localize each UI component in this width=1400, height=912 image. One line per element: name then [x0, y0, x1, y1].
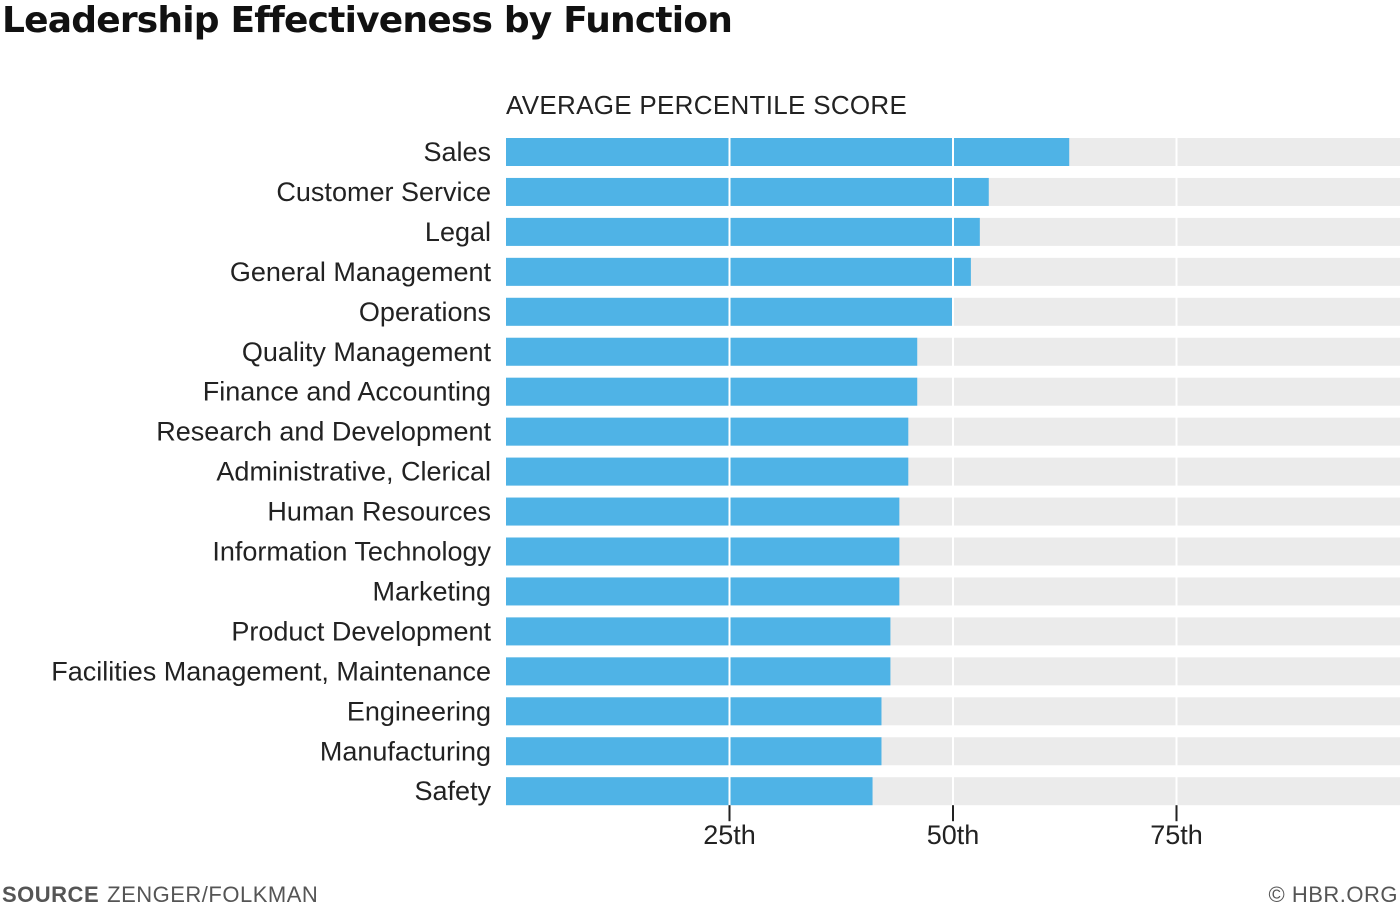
bar	[506, 217, 980, 246]
bar	[506, 577, 900, 606]
bar	[506, 537, 900, 566]
category-label: Facilities Management, Maintenance	[51, 656, 491, 686]
tick-label: 50th	[927, 820, 980, 850]
category-label: Marketing	[372, 576, 491, 606]
category-label: Administrative, Clerical	[216, 457, 491, 487]
tick-label: 25th	[703, 820, 756, 850]
bar	[506, 697, 882, 726]
axis-title: AVERAGE PERCENTILE SCORE	[506, 90, 908, 120]
category-label: Safety	[414, 776, 491, 806]
credit: © HBR.ORG	[1268, 882, 1398, 907]
source-value: ZENGER/FOLKMAN	[107, 882, 319, 907]
category-label: Quality Management	[242, 337, 492, 367]
category-label: Finance and Accounting	[203, 377, 491, 407]
bar	[506, 257, 971, 286]
category-label: Operations	[359, 297, 491, 327]
gridlines	[728, 138, 1178, 806]
bar	[506, 138, 1070, 166]
bar	[506, 617, 891, 646]
bar	[506, 777, 873, 806]
category-labels: Sales Customer Service Legal General Manage…	[51, 137, 491, 806]
category-label: Legal	[425, 217, 491, 247]
category-label: Human Resources	[267, 497, 491, 527]
category-label: Engineering	[347, 696, 491, 726]
category-label: Customer Service	[276, 177, 491, 207]
bar	[506, 377, 918, 406]
bar	[506, 177, 989, 206]
bar	[506, 457, 909, 486]
bar	[506, 497, 900, 526]
tick-label: 75th	[1150, 820, 1203, 850]
bar	[506, 337, 918, 366]
chart-title: Leadership Effectiveness by Function	[2, 0, 733, 41]
bar	[506, 417, 909, 446]
bar	[506, 657, 891, 686]
x-axis-ticks: 25th 50th 75th	[703, 805, 1203, 850]
category-label: Research and Development	[156, 417, 491, 447]
category-label: Manufacturing	[320, 736, 491, 766]
category-label: Sales	[423, 137, 491, 167]
category-label: Product Development	[231, 616, 491, 646]
source-key: SOURCE	[2, 882, 100, 907]
category-label: Information Technology	[212, 537, 491, 567]
bar	[506, 737, 882, 766]
category-label: General Management	[230, 257, 492, 287]
source-note: SOURCE ZENGER/FOLKMAN	[2, 882, 318, 908]
